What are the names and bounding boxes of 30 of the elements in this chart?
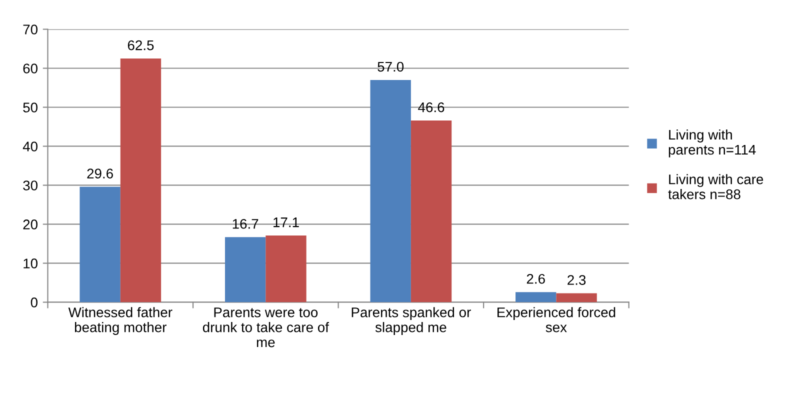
y-tick-label: 20 — [23, 220, 38, 230]
bar — [80, 186, 120, 302]
bar — [410, 120, 452, 302]
data-label: 16.7 — [232, 218, 258, 229]
y-tick-label: 50 — [23, 102, 38, 112]
bar — [556, 293, 597, 302]
y-tick-label: 40 — [22, 142, 38, 152]
data-label: 2.3 — [568, 275, 586, 285]
data-label: 2.6 — [526, 274, 545, 284]
data-label: 57.0 — [378, 62, 404, 72]
data-label: 62.5 — [128, 40, 154, 50]
data-label: 46.6 — [418, 102, 444, 112]
bar — [224, 237, 266, 302]
y-tick-label: 0 — [30, 298, 38, 308]
data-label: 29.6 — [87, 168, 113, 178]
legend-label: Living with care takers n=88 — [668, 174, 764, 200]
y-tick-label: 60 — [23, 64, 38, 74]
x-tick-label: Experienced forced sex — [498, 307, 616, 332]
legend-label: Living with parents n=114 — [668, 129, 756, 158]
bar — [370, 80, 411, 302]
y-tick-label: 70 — [23, 24, 38, 34]
y-tick-label: 10 — [24, 258, 38, 268]
bar — [266, 236, 306, 302]
y-tick-label: 30 — [23, 180, 38, 190]
bar — [120, 58, 162, 302]
x-tick-label: Parents spanked or slapped me — [352, 307, 471, 335]
bar — [516, 292, 556, 302]
data-label: 17.1 — [274, 218, 299, 228]
x-tick-label: Parents were too drunk to take care of me — [202, 308, 329, 348]
x-tick-label: Witnessed father beating mother — [68, 307, 172, 335]
